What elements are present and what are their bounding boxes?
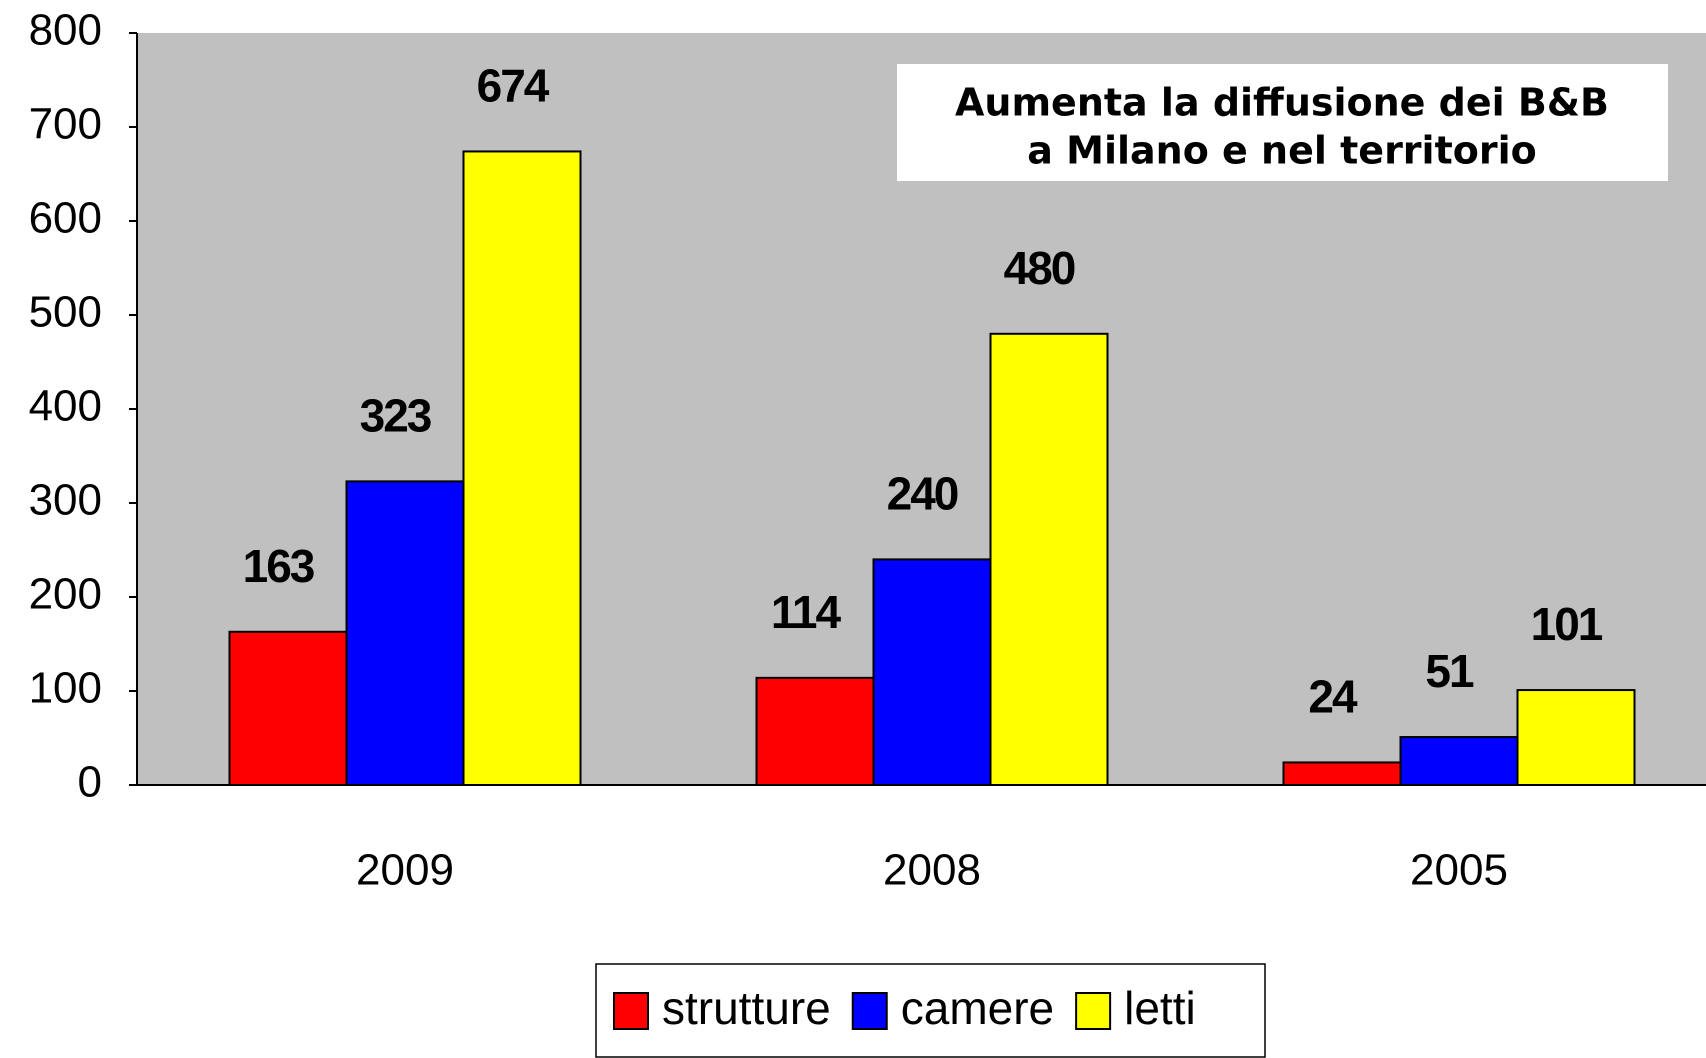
y-tick-label: 0 bbox=[78, 758, 102, 807]
legend-label: camere bbox=[901, 982, 1054, 1034]
y-tick-label: 400 bbox=[29, 382, 102, 431]
y-tick-label: 800 bbox=[29, 6, 102, 55]
bar bbox=[1282, 761, 1402, 787]
title-box bbox=[897, 64, 1668, 181]
chart-title: Aumenta la diffusione dei B&B bbox=[955, 81, 1609, 125]
x-tick-label: 2005 bbox=[1410, 846, 1508, 895]
bar bbox=[228, 630, 348, 787]
bar bbox=[345, 480, 465, 786]
legend-swatch bbox=[1075, 992, 1112, 1030]
x-tick-label: 2009 bbox=[356, 846, 454, 895]
y-tick-label: 600 bbox=[29, 194, 102, 243]
legend-label: strutture bbox=[662, 982, 831, 1034]
x-tick-label: 2008 bbox=[883, 846, 981, 895]
y-tick-label: 300 bbox=[29, 476, 102, 525]
value-label: 114 bbox=[771, 586, 842, 638]
bar bbox=[755, 676, 875, 787]
y-tick-label: 700 bbox=[29, 100, 102, 149]
legend-swatch bbox=[851, 992, 888, 1030]
value-label: 51 bbox=[1425, 645, 1474, 697]
y-tick-label: 200 bbox=[29, 570, 102, 619]
value-label: 480 bbox=[1004, 242, 1075, 294]
bar bbox=[872, 558, 992, 787]
value-label: 240 bbox=[887, 468, 958, 520]
chart-title: a Milano e nel territorio bbox=[1027, 129, 1536, 173]
value-label: 323 bbox=[360, 390, 431, 442]
y-tick-label: 100 bbox=[29, 664, 102, 713]
legend-swatch bbox=[613, 992, 649, 1030]
legend-label: letti bbox=[1124, 982, 1196, 1034]
value-label: 24 bbox=[1308, 671, 1358, 723]
y-tick-label: 500 bbox=[29, 288, 102, 337]
bar bbox=[1399, 736, 1519, 786]
bar bbox=[462, 150, 582, 786]
value-label: 101 bbox=[1531, 598, 1603, 650]
value-label: 163 bbox=[243, 540, 314, 592]
legend-box bbox=[595, 963, 1266, 1058]
value-label: 674 bbox=[477, 60, 550, 112]
bar bbox=[989, 332, 1109, 786]
bar bbox=[1516, 689, 1636, 786]
